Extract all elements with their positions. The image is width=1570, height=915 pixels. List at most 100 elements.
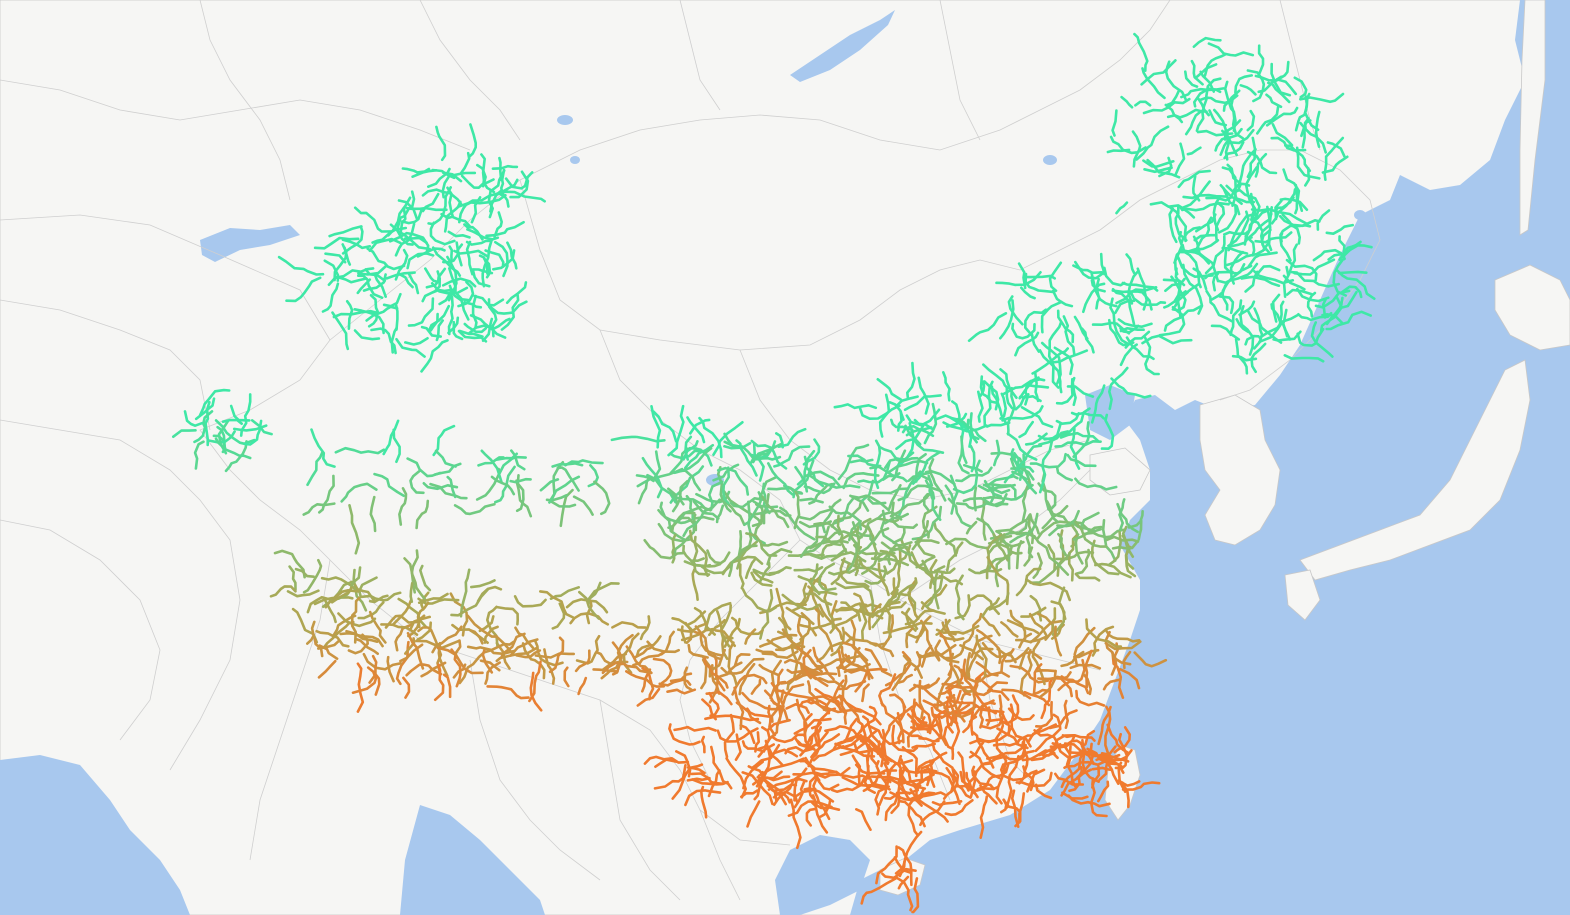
river-segment [1074, 477, 1118, 491]
river-segment [1075, 689, 1106, 707]
river-segment [1254, 264, 1281, 279]
river-segment [448, 245, 454, 263]
river-segment [477, 456, 505, 467]
river-segment [673, 725, 717, 732]
river-segment [422, 482, 459, 491]
river-segment [1076, 407, 1091, 426]
river-segment [754, 511, 764, 536]
river-segment [1006, 386, 1016, 436]
river-segment [1005, 755, 1020, 810]
river-segment [1075, 742, 1094, 780]
river-segment [1282, 168, 1304, 212]
river-segment [395, 218, 414, 246]
river-segment [830, 551, 867, 563]
river-segment [731, 616, 764, 636]
river-segment [495, 605, 519, 626]
border-line [939, 0, 981, 141]
river-segment [777, 427, 807, 448]
river-segment [910, 709, 928, 725]
river-segment [1111, 289, 1153, 311]
border-line [1099, 149, 1381, 401]
river-segment [799, 497, 824, 504]
river-segment [1214, 135, 1230, 152]
river-segment [1227, 128, 1255, 145]
river-segment [1111, 109, 1118, 137]
river-segment [1060, 650, 1085, 668]
river-segment [692, 500, 720, 520]
river-segment [1000, 621, 1019, 638]
river-segment [1032, 663, 1043, 694]
river-segment [494, 465, 516, 504]
river-segment [889, 788, 925, 802]
river-segment [350, 596, 361, 644]
river-segment [1018, 378, 1046, 400]
river-segment [1227, 210, 1250, 248]
river-segment [722, 490, 763, 525]
river-segment [910, 723, 939, 731]
river-segment [1131, 130, 1142, 168]
river-segment [994, 550, 1014, 588]
river-segment [1020, 286, 1036, 300]
river-segment [895, 424, 925, 450]
river-segment [1005, 694, 1020, 726]
river-segment [980, 708, 1005, 714]
river-segment [819, 798, 832, 818]
river-segment [1125, 253, 1136, 275]
river-segment [564, 459, 604, 467]
river-segment [884, 456, 919, 469]
river-segment [979, 375, 998, 404]
river-segment [885, 544, 912, 575]
river-segment [585, 599, 593, 625]
river-segment [861, 552, 896, 575]
river-segment [794, 731, 829, 750]
river-segment [708, 480, 724, 511]
river-segment [769, 748, 799, 758]
river-segment [905, 408, 941, 427]
river-segment [269, 585, 297, 598]
river-segment [741, 771, 774, 806]
river-segment [821, 509, 834, 534]
river-segment [970, 710, 975, 736]
river-segment [1140, 59, 1177, 86]
river-segment [1184, 70, 1199, 88]
river-segment [1258, 313, 1299, 344]
river-segment [1007, 707, 1035, 721]
river-segment [901, 611, 919, 630]
river-segment [969, 594, 1000, 616]
river-segment [933, 567, 941, 610]
river-segment [470, 579, 496, 589]
river-segment [1283, 354, 1325, 363]
river-segment [453, 502, 496, 516]
river-segment [1082, 528, 1125, 539]
river-segment [317, 659, 337, 679]
river-segment [480, 153, 486, 188]
river-segment [797, 575, 821, 596]
river-segment [789, 798, 802, 850]
river-segment [1180, 87, 1225, 99]
river-segment [739, 724, 756, 745]
river-segment [980, 716, 1005, 730]
river-segment [898, 830, 923, 878]
river-segment [761, 540, 789, 547]
river-segment [490, 475, 516, 496]
river-segment [1117, 779, 1141, 787]
river-segment [1180, 226, 1202, 245]
river-segment [687, 643, 709, 659]
river-segment [1020, 606, 1047, 618]
river-segment [1097, 780, 1110, 803]
river-segment [232, 424, 268, 432]
river-segment [904, 609, 935, 626]
river-segment [905, 627, 914, 649]
river-segment [1107, 530, 1122, 566]
river-segment [830, 626, 846, 657]
river-segment [395, 640, 410, 686]
river-segment [716, 466, 750, 496]
river-segment [1219, 127, 1243, 156]
river-segment [878, 393, 891, 438]
river-segment [1068, 765, 1084, 793]
river-segment [306, 595, 333, 614]
river-segment [965, 785, 1000, 792]
river-segment [890, 418, 914, 432]
